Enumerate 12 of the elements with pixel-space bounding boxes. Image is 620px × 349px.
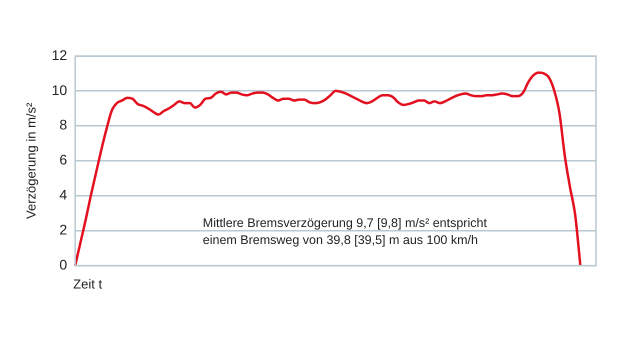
y-tick-label: 12 (52, 46, 68, 63)
line-series (74, 71, 582, 266)
annotation: Mittlere Bremsverzögerung 9,7 [9,8] m/s² entspricht (202, 216, 488, 230)
y-tick-label: 4 (59, 186, 68, 203)
y-tick-label: 6 (59, 152, 68, 168)
y-tick-label: 2 (59, 222, 68, 238)
y-axis-title: Verzögerung in m/s² (23, 102, 38, 219)
x-axis-title: Zeit t (73, 276, 102, 292)
annotation: einem Bremsweg von 39,8 [39,5] m aus 100 km/h (202, 233, 478, 248)
y-tick-label: 0 (59, 256, 68, 272)
y-tick-label: 10 (52, 82, 68, 98)
y-tick-label: 8 (59, 116, 68, 133)
